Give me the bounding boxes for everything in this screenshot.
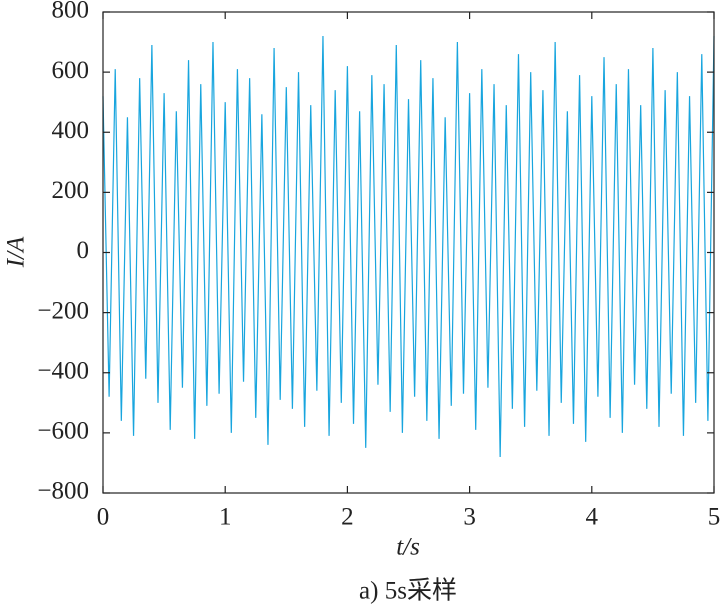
x-tick-label: 2 (341, 504, 354, 531)
signal-line (102, 36, 715, 457)
y-tick-label: 800 (52, 0, 90, 24)
y-tick-label: 400 (52, 117, 90, 144)
x-tick-label: 4 (586, 504, 599, 531)
y-tick-label: −400 (37, 357, 89, 384)
caption: a) 5s采样 (359, 577, 457, 605)
y-tick-label: −200 (37, 297, 89, 324)
y-tick-label: −600 (37, 418, 89, 445)
x-axis-label: t/s (396, 534, 420, 561)
x-tick-label: 1 (219, 504, 232, 531)
x-tick-label: 0 (97, 504, 110, 531)
y-tick-label: 200 (52, 177, 90, 204)
y-tick-label: −800 (37, 478, 89, 505)
x-tick-label: 5 (708, 504, 721, 531)
y-tick-label: 0 (77, 237, 90, 264)
y-axis-label: I/A (3, 236, 30, 268)
y-tick-label: 600 (52, 57, 90, 84)
x-tick-label: 3 (463, 504, 476, 531)
